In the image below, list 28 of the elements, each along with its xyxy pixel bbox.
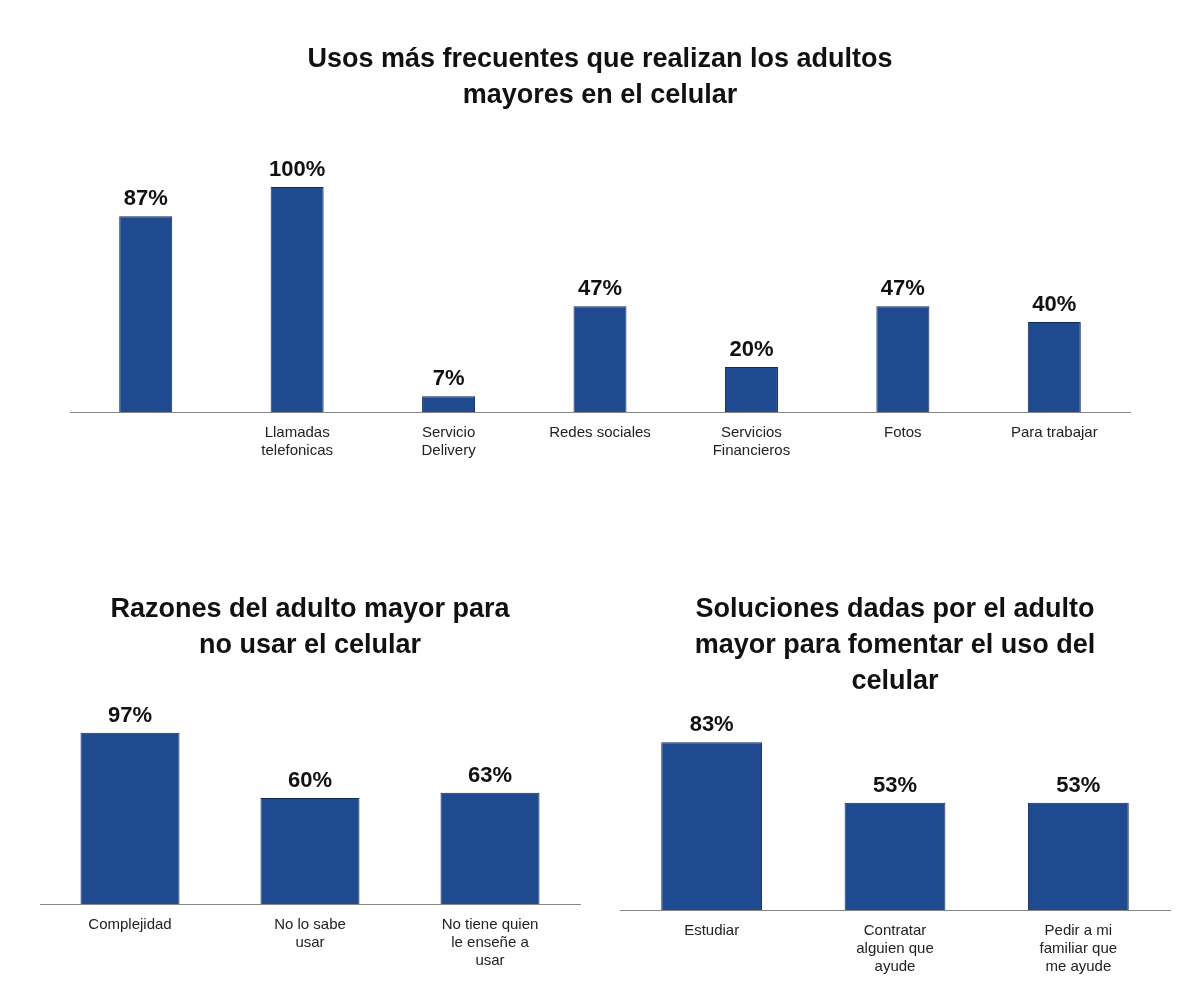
x-tick-label: Contratar alguien que ayude — [856, 921, 934, 975]
x-tick-label: Llamadas telefonicas — [261, 423, 333, 459]
x-tick-label: Redes sociales — [549, 423, 651, 441]
data-label: 7% — [432, 365, 465, 391]
data-label: 20% — [729, 336, 774, 362]
x-tick-label: No tiene quien le enseñe a usar — [441, 915, 539, 969]
x-tick-label: Servicio Delivery — [421, 423, 477, 459]
chart-title: Soluciones dadas por el adulto mayor para fomentar el uso del celular — [693, 592, 1097, 697]
x-tick-label: Servicios Financieros — [712, 423, 791, 459]
data-label: 100% — [269, 156, 326, 182]
data-label: 53% — [872, 771, 918, 797]
x-tick-label: Estudiar — [684, 921, 740, 939]
x-tick-label: No lo sabe usar — [274, 915, 346, 951]
data-label: 63% — [467, 761, 513, 787]
data-label: 83% — [689, 711, 734, 737]
x-tick-label: Complejidad — [88, 915, 172, 933]
data-label: 47% — [577, 275, 623, 301]
x-tick-label: Pedir a mi familiar que me ayude — [1039, 921, 1118, 975]
chart-title: Usos más frecuentes que realizan los adultos mayores en el celular — [306, 42, 894, 111]
data-label: 97% — [107, 701, 153, 727]
data-label: 47% — [880, 275, 925, 301]
x-tick-label: Para trabajar — [1010, 423, 1098, 441]
data-label: 53% — [1056, 771, 1101, 797]
chart-title: Razones del adulto mayor para no usar el celular — [109, 592, 511, 661]
data-label: 60% — [287, 767, 333, 793]
x-tick-label: Fotos — [884, 423, 922, 441]
data-label: 87% — [123, 185, 168, 211]
data-label: 40% — [1032, 291, 1077, 317]
